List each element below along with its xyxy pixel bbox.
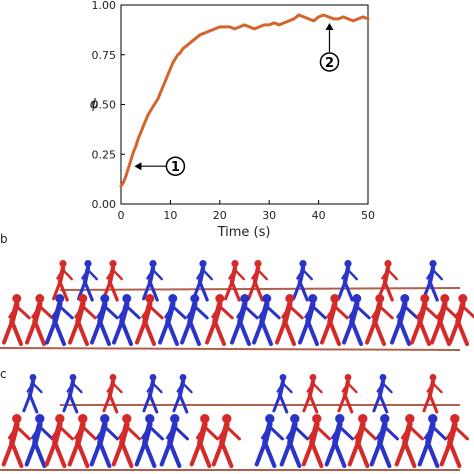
walker-figure (279, 414, 310, 469)
walker-figure (422, 260, 443, 302)
walker-figure (112, 294, 141, 346)
walker-figure (44, 414, 75, 469)
panel-c-walkers (1, 374, 470, 469)
walker-figure (324, 414, 355, 469)
walker-figure (45, 294, 74, 346)
series-line (119, 13, 370, 188)
walker-figure (158, 294, 187, 346)
walker-figure (422, 374, 443, 414)
walker-figure (275, 294, 304, 346)
annotation-1-arrowhead (134, 162, 142, 171)
walker-figure (342, 294, 371, 346)
walker-figure (302, 374, 323, 414)
walker-figure (337, 260, 358, 302)
walker-figure (102, 374, 123, 414)
plot-frame (120, 4, 369, 205)
y-tick-label: 0.00 (92, 198, 117, 211)
walker-figure (89, 414, 120, 469)
walker-figure (1, 414, 32, 469)
walker-figure (211, 414, 242, 469)
order-parameter-chart: 0 10 20 30 40 50 0.000.250.500.751.00 12 Time… (90, 0, 375, 240)
walker-figure (448, 294, 474, 346)
walker-figure (67, 414, 98, 469)
walker-figure (76, 260, 99, 302)
walker-figure (159, 414, 190, 469)
x-tick-label: 0 (118, 209, 125, 222)
walker-figure (224, 260, 246, 302)
walker-figure (372, 374, 393, 414)
walker-figure (394, 414, 425, 469)
walker-figure (90, 294, 119, 346)
y-tick-label: 1.00 (92, 0, 117, 12)
walker-figure (2, 294, 31, 346)
walker-figure (301, 414, 332, 469)
x-axis-ticks: 0 10 20 30 40 50 (118, 200, 375, 222)
panel-b-letter: b (0, 232, 8, 246)
y-axis-ticks: 0.00 0.25 0.50 0.75 1.00 (92, 0, 125, 211)
annotation-1-circle (165, 156, 186, 176)
panel-c-crowd: c (0, 367, 470, 471)
panel-b-walkers (2, 260, 474, 346)
walker-figure (320, 294, 349, 346)
walker-figure (142, 260, 164, 302)
x-tick-label: 20 (213, 209, 227, 222)
walker-figure (135, 294, 164, 346)
walker-figure (192, 260, 214, 302)
walker-figure (51, 260, 74, 302)
panel-b-crowd: b (0, 232, 474, 351)
x-tick-label: 10 (163, 209, 177, 222)
x-tick-label: 40 (312, 209, 326, 222)
walker-figure (111, 414, 142, 469)
x-tick-label: 30 (262, 209, 276, 222)
walker-figure (369, 414, 400, 469)
walker-figure (134, 414, 165, 469)
walker-figure (25, 294, 54, 346)
walker-figure (254, 414, 285, 469)
x-tick-label: 50 (361, 209, 375, 222)
walker-figure (189, 414, 220, 469)
walker-figure (252, 294, 281, 346)
y-tick-label: 0.25 (92, 148, 117, 161)
panel-b-floor-near (0, 347, 461, 351)
walker-figure (410, 294, 439, 346)
walker-figure (62, 374, 83, 414)
walker-figure (22, 374, 43, 414)
walker-figure (142, 374, 163, 414)
annotation-2-arrowhead (325, 22, 334, 30)
annotation-layer: 12 (134, 22, 340, 176)
annotation-2-circle (319, 52, 340, 72)
walker-figure (272, 374, 293, 414)
walker-figure (365, 294, 394, 346)
walker-figure (172, 374, 193, 414)
walker-figure (377, 260, 398, 302)
y-tick-label: 0.50 (92, 99, 117, 112)
walker-figure (417, 414, 448, 469)
annotation-2-label: 2 (325, 56, 334, 71)
walker-figure (390, 294, 419, 346)
walker-figure (247, 260, 268, 302)
x-axis-label: Time (s) (217, 225, 271, 240)
walker-figure (230, 294, 259, 346)
walker-figure (68, 294, 97, 346)
walker-figure (298, 294, 327, 346)
annotation-1-label: 1 (171, 160, 180, 175)
panel-b-floor-far (59, 287, 461, 291)
walker-figure (292, 260, 313, 302)
y-tick-label: 0.75 (92, 49, 117, 62)
walker-figure (180, 294, 209, 346)
y-axis-label: ϕ (90, 97, 99, 112)
panel-c-letter: c (0, 367, 7, 381)
walker-figure (101, 260, 124, 302)
walker-figure (24, 414, 54, 469)
walker-figure (205, 294, 234, 346)
walker-figure (439, 414, 470, 469)
walker-figure (337, 374, 358, 414)
walker-figure (347, 414, 378, 469)
series-layer (119, 13, 370, 188)
